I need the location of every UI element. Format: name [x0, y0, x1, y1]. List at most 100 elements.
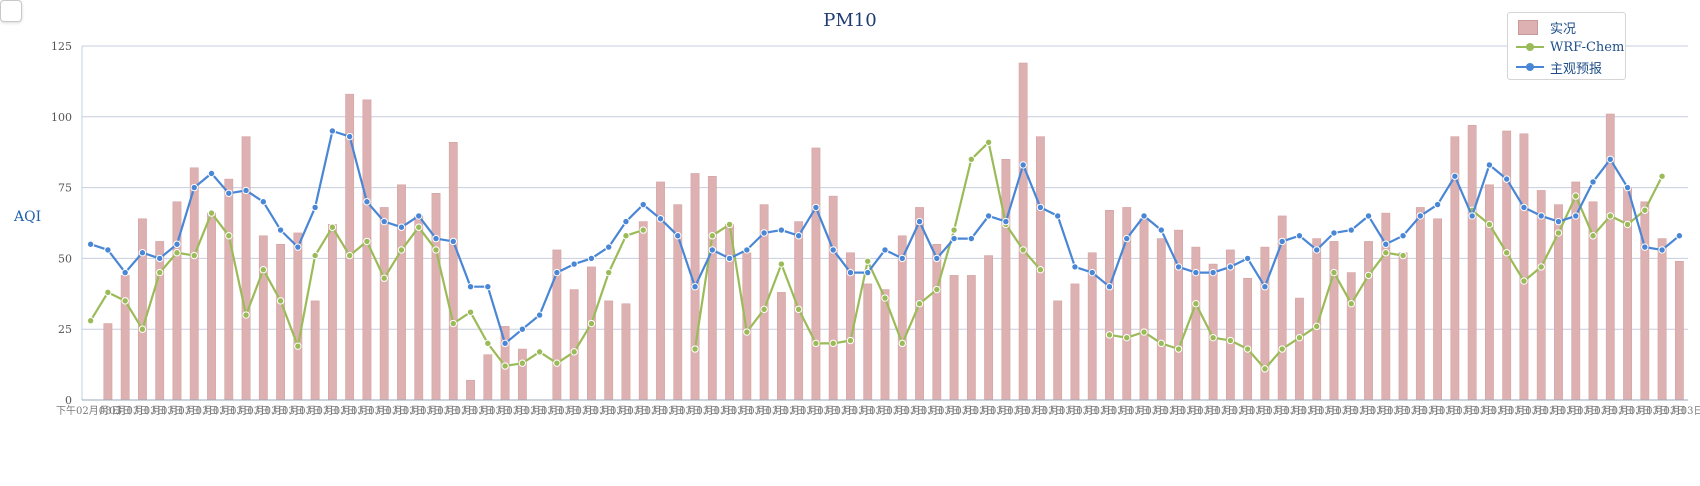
data-point	[1140, 328, 1148, 336]
bar	[1053, 300, 1063, 401]
x-tick-label: 月03日	[1671, 405, 1700, 417]
x-tick-label: 月03日	[1256, 405, 1289, 417]
x-tick-label: 月03日	[911, 405, 944, 417]
data-point	[449, 237, 457, 246]
x-tick-label: 月03日	[358, 405, 391, 417]
bar	[638, 221, 648, 401]
data-point	[587, 319, 596, 328]
data-point	[1658, 246, 1666, 254]
bar	[1623, 187, 1632, 401]
data-point	[1088, 268, 1096, 277]
x-tick-label: 月03日	[1602, 405, 1635, 417]
data-point	[397, 223, 406, 231]
data-point	[1209, 268, 1217, 277]
data-point	[1019, 246, 1027, 254]
x-tick-label: 月03日	[237, 405, 270, 417]
bar	[949, 275, 959, 401]
data-point	[380, 274, 388, 282]
data-point	[1399, 232, 1407, 240]
x-tick-label: 月03日	[548, 405, 581, 417]
x-tick-label: 月03日	[583, 405, 616, 417]
data-point	[1589, 232, 1597, 240]
bar	[828, 195, 838, 401]
data-point	[570, 260, 578, 268]
data-point	[311, 203, 319, 212]
data-point	[86, 240, 95, 248]
data-point	[846, 336, 855, 345]
data-point	[1623, 220, 1632, 229]
bar	[120, 275, 130, 401]
bar	[863, 283, 873, 401]
bar	[707, 176, 717, 401]
x-tick-label: 月03日	[1101, 405, 1134, 417]
x-tick-label: 月03日	[1308, 405, 1341, 417]
data-point	[622, 232, 630, 240]
data-point	[1520, 203, 1528, 212]
x-tick-label: 月03日	[980, 405, 1013, 417]
data-point	[691, 345, 699, 353]
x-tick-label: 下午02月03日	[56, 404, 121, 417]
bar	[656, 181, 665, 401]
x-tick-label: 月03日	[945, 405, 978, 417]
lines-series	[86, 127, 1684, 373]
data-point	[415, 212, 423, 220]
data-point	[138, 249, 147, 257]
data-point	[207, 169, 216, 178]
data-point	[639, 226, 647, 234]
bar	[483, 354, 493, 401]
x-tick-label: 月03日	[617, 405, 650, 417]
data-point	[1123, 234, 1131, 243]
data-point	[967, 155, 976, 163]
bar	[466, 379, 475, 401]
data-point	[345, 251, 354, 260]
corner-checkbox[interactable]	[0, 0, 22, 22]
data-point	[1174, 345, 1183, 353]
data-point	[225, 232, 233, 240]
bar-swatch-icon	[1518, 19, 1538, 35]
x-tick-label: 月03日	[1653, 405, 1686, 417]
bar	[103, 323, 113, 401]
data-point	[1433, 200, 1442, 209]
x-tick-label: 月03日	[445, 405, 478, 417]
bar	[1139, 218, 1149, 401]
data-point	[259, 266, 268, 274]
x-tick-label: 月03日	[1498, 405, 1531, 417]
data-point	[1105, 283, 1114, 291]
data-point	[1382, 240, 1390, 248]
y-tick-label: 100	[51, 111, 72, 124]
x-tick-label: 月03日	[1412, 405, 1445, 417]
data-point	[1502, 175, 1511, 183]
x-tick-label: 月03日	[790, 405, 823, 417]
bar	[1415, 207, 1425, 401]
x-tick-label: 月03日	[1464, 405, 1497, 417]
bar	[1243, 277, 1253, 401]
legend-item-wrf[interactable]: WRF-Chem	[1516, 37, 1624, 57]
x-tick-label: 月03日	[997, 405, 1030, 417]
data-point	[1451, 172, 1459, 180]
x-tick-label: 月03日	[704, 405, 737, 417]
bar	[276, 243, 285, 401]
bar	[431, 193, 441, 401]
data-point	[1313, 322, 1321, 331]
bar	[1640, 201, 1650, 401]
data-point	[915, 300, 924, 308]
x-tick-label: 月03日	[1239, 405, 1272, 417]
x-tick-label: 月03日	[531, 405, 564, 417]
legend-item-forecast[interactable]: 主观预报	[1516, 57, 1602, 77]
x-tick-label: 月03日	[755, 405, 788, 417]
legend-item-bar[interactable]: 实况	[1516, 17, 1576, 37]
data-point	[812, 339, 820, 348]
data-point	[1002, 217, 1010, 226]
data-point	[553, 268, 561, 277]
bar	[1467, 125, 1477, 401]
data-point	[864, 268, 872, 277]
x-tick-label: 月03日	[876, 405, 909, 417]
x-tick-label: 月03日	[479, 405, 512, 417]
data-point	[1192, 268, 1200, 277]
x-tick-label: 月03日	[410, 405, 443, 417]
line-marker-icon	[1516, 40, 1544, 54]
x-tick-label: 月03日	[151, 405, 184, 417]
data-point	[363, 237, 371, 246]
bar	[1433, 218, 1442, 401]
x-tick-label: 月03日	[1533, 405, 1566, 417]
